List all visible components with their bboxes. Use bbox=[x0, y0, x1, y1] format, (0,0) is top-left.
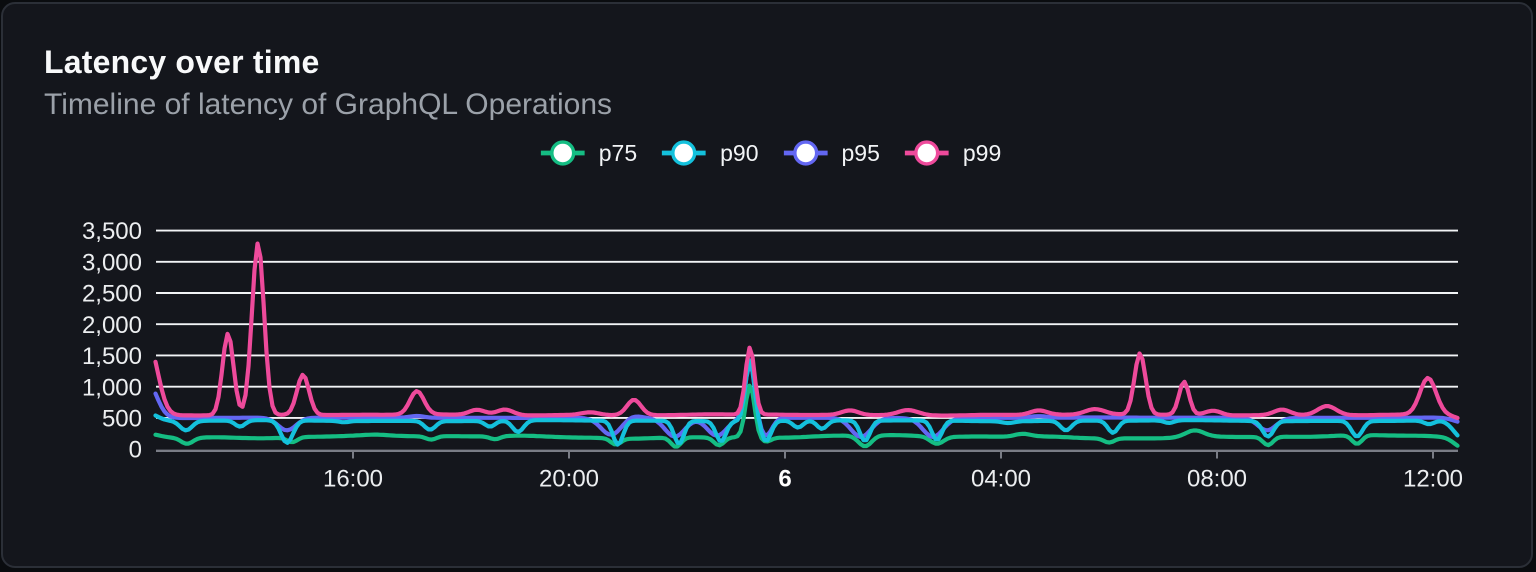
svg-text:12:00: 12:00 bbox=[1403, 466, 1463, 493]
svg-text:3,500: 3,500 bbox=[82, 218, 142, 245]
svg-text:16:00: 16:00 bbox=[323, 466, 383, 493]
svg-text:08:00: 08:00 bbox=[1187, 466, 1247, 493]
svg-text:2,000: 2,000 bbox=[82, 312, 142, 339]
svg-text:1,500: 1,500 bbox=[82, 343, 142, 370]
svg-text:0: 0 bbox=[129, 437, 142, 464]
svg-text:2,500: 2,500 bbox=[82, 281, 142, 308]
svg-text:6: 6 bbox=[778, 466, 791, 493]
svg-text:04:00: 04:00 bbox=[971, 466, 1031, 493]
svg-text:500: 500 bbox=[102, 406, 142, 433]
svg-text:20:00: 20:00 bbox=[539, 466, 599, 493]
svg-text:1,000: 1,000 bbox=[82, 374, 142, 401]
svg-text:3,000: 3,000 bbox=[82, 249, 142, 276]
